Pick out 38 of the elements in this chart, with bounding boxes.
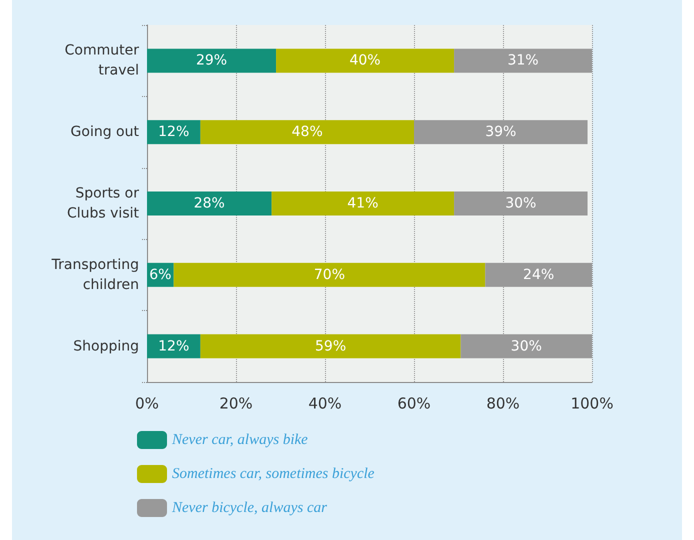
bar xyxy=(276,48,454,73)
legend-label: Sometimes car, sometimes bicycle xyxy=(172,466,375,482)
data-label: 12% xyxy=(158,124,190,140)
data-label: 6% xyxy=(149,266,172,283)
x-tick-label: 40% xyxy=(308,394,342,412)
x-tick-label: 0% xyxy=(135,394,159,412)
bar xyxy=(147,48,276,73)
data-label: 24% xyxy=(523,266,554,283)
bar xyxy=(200,334,461,358)
bar xyxy=(147,192,272,216)
data-label: 59% xyxy=(315,338,346,354)
data-label: 48% xyxy=(292,124,323,140)
legend-label: Never car, always bike xyxy=(171,432,308,448)
x-tick-label: 100% xyxy=(570,394,614,412)
bar xyxy=(147,120,200,144)
bar xyxy=(200,120,414,144)
y-tick-label: Transporting children xyxy=(50,256,139,293)
x-tick-label: 80% xyxy=(486,394,520,412)
data-label: 30% xyxy=(510,338,542,354)
x-tick-label: 20% xyxy=(219,394,253,412)
data-label: 39% xyxy=(485,124,516,140)
bar xyxy=(272,192,454,216)
data-label: 30% xyxy=(505,196,536,212)
x-tick-label: 60% xyxy=(397,394,431,412)
y-tick-label: Commuter travel xyxy=(64,42,140,79)
bar xyxy=(147,334,200,358)
y-tick-label: Sports or Clubs visit xyxy=(66,186,140,222)
data-label: 70% xyxy=(314,266,346,283)
legend-label: Never bicycle, always car xyxy=(171,500,328,516)
y-tick-label: Going out xyxy=(70,124,140,140)
data-label: 31% xyxy=(507,52,539,69)
data-label: 29% xyxy=(196,52,228,69)
y-tick-label: Shopping xyxy=(73,338,139,354)
data-label: 41% xyxy=(347,196,378,212)
data-label: 12% xyxy=(158,338,190,354)
data-label: 28% xyxy=(194,196,225,212)
bar xyxy=(174,262,486,287)
data-label: 40% xyxy=(349,52,381,69)
